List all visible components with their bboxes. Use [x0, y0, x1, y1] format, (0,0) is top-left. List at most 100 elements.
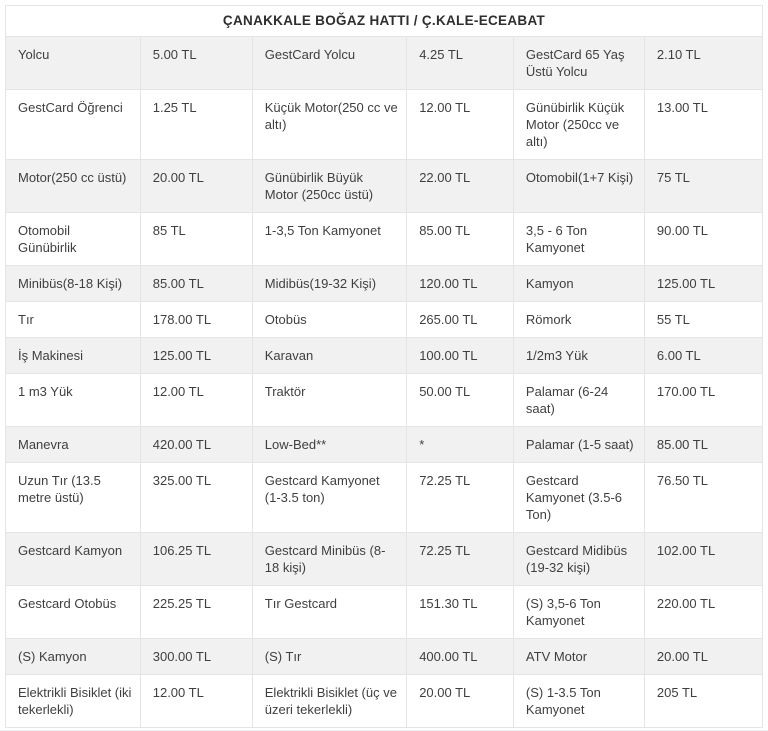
fare-item-cell: Günübirlik Küçük Motor (250cc ve altı) [512, 89, 645, 160]
fare-price-cell: 85.00 TL [406, 212, 514, 266]
fare-price-cell: 85 TL [139, 212, 253, 266]
fare-price-cell: * [406, 426, 514, 463]
fare-item-cell: Palamar (6-24 saat) [512, 373, 645, 427]
fare-item-cell: Tır [5, 301, 141, 338]
fare-price-cell: 13.00 TL [643, 89, 764, 160]
fare-price-cell: 22.00 TL [406, 159, 514, 213]
fare-item-cell: Gestcard Midibüs (19-32 kişi) [512, 532, 645, 586]
fare-item-cell: Gestcard Otobüs [5, 585, 141, 639]
fare-item-cell: Uzun Tır (13.5 metre üstü) [5, 462, 141, 533]
fare-item-cell: Kamyon [512, 265, 645, 302]
fare-price-cell: 6.00 TL [643, 337, 764, 374]
fare-table-row: (S) Kamyon 300.00 TL (S) Tır 400.00 TL ATV M… [5, 638, 764, 675]
fare-item-cell: Tır Gestcard [251, 585, 408, 639]
fare-price-cell: 76.50 TL [643, 462, 764, 533]
fare-price-cell: 102.00 TL [643, 532, 764, 586]
fare-table-row: Manevra 420.00 TL Low-Bed** * Palamar (1-5 s… [5, 426, 764, 463]
fare-item-cell: Minibüs(8-18 Kişi) [5, 265, 141, 302]
fare-price-cell: 265.00 TL [406, 301, 514, 338]
fare-item-cell: Römork [512, 301, 645, 338]
fare-table-row: 1 m3 Yük 12.00 TL Traktör 50.00 TL Palamar (… [5, 373, 764, 427]
fare-table-row: Gestcard Otobüs 225.25 TL Tır Gestcard 151.… [5, 585, 764, 639]
fare-table-body: Yolcu 5.00 TL GestCard Yolcu 4.25 TL GestCar… [5, 36, 764, 728]
fare-price-cell: 125.00 TL [139, 337, 253, 374]
fare-price-cell: 4.25 TL [406, 36, 514, 90]
fare-price-cell: 12.00 TL [139, 674, 253, 728]
fare-price-cell: 55 TL [643, 301, 764, 338]
fare-item-cell: 1-3,5 Ton Kamyonet [251, 212, 408, 266]
fare-price-cell: 205 TL [643, 674, 764, 728]
fare-item-cell: (S) Kamyon [5, 638, 141, 675]
fare-price-cell: 1.25 TL [139, 89, 253, 160]
fare-price-cell: 2.10 TL [643, 36, 764, 90]
fare-item-cell: Midibüs(19-32 Kişi) [251, 265, 408, 302]
fare-table-row: Yolcu 5.00 TL GestCard Yolcu 4.25 TL GestCar… [5, 36, 764, 90]
fare-item-cell: Otomobil Günübirlik [5, 212, 141, 266]
fare-price-cell: 420.00 TL [139, 426, 253, 463]
fare-item-cell: 1/2m3 Yük [512, 337, 645, 374]
fare-item-cell: 3,5 - 6 Ton Kamyonet [512, 212, 645, 266]
fare-price-cell: 75 TL [643, 159, 764, 213]
fare-price-cell: 50.00 TL [406, 373, 514, 427]
fare-price-cell: 5.00 TL [139, 36, 253, 90]
table-title: ÇANAKKALE BOĞAZ HATTI / Ç.KALE-ECEABAT [5, 5, 763, 37]
fare-price-cell: 85.00 TL [139, 265, 253, 302]
fare-price-cell: 178.00 TL [139, 301, 253, 338]
fare-item-cell: (S) 3,5-6 Ton Kamyonet [512, 585, 645, 639]
fare-item-cell: Gestcard Kamyonet (1-3.5 ton) [251, 462, 408, 533]
table-title-row: ÇANAKKALE BOĞAZ HATTI / Ç.KALE-ECEABAT [5, 5, 763, 37]
fare-price-cell: 72.25 TL [406, 532, 514, 586]
fare-item-cell: Low-Bed** [251, 426, 408, 463]
fare-item-cell: 1 m3 Yük [5, 373, 141, 427]
fare-price-cell: 225.25 TL [139, 585, 253, 639]
fare-item-cell: İş Makinesi [5, 337, 141, 374]
fare-item-cell: Küçük Motor(250 cc ve altı) [251, 89, 408, 160]
fare-item-cell: (S) Tır [251, 638, 408, 675]
fare-price-cell: 170.00 TL [643, 373, 764, 427]
fare-price-cell: 90.00 TL [643, 212, 764, 266]
fare-item-cell: Palamar (1-5 saat) [512, 426, 645, 463]
fare-table-row: Minibüs(8-18 Kişi) 85.00 TL Midibüs(19-32 … [5, 265, 764, 302]
fare-table-row: Uzun Tır (13.5 metre üstü) 325.00 TL Gestc… [5, 462, 764, 533]
ferry-fare-table: ÇANAKKALE BOĞAZ HATTI / Ç.KALE-ECEABAT Y… [5, 5, 764, 728]
page: ÇANAKKALE BOĞAZ HATTI / Ç.KALE-ECEABAT Y… [0, 5, 768, 731]
fare-price-cell: 85.00 TL [643, 426, 764, 463]
fare-item-cell: Motor(250 cc üstü) [5, 159, 141, 213]
fare-item-cell: (S) 1-3.5 Ton Kamyonet [512, 674, 645, 728]
fare-table-row: Motor(250 cc üstü) 20.00 TL Günübirlik Büy… [5, 159, 764, 213]
fare-price-cell: 300.00 TL [139, 638, 253, 675]
fare-price-cell: 20.00 TL [406, 674, 514, 728]
fare-item-cell: Manevra [5, 426, 141, 463]
fare-price-cell: 20.00 TL [643, 638, 764, 675]
fare-item-cell: Karavan [251, 337, 408, 374]
fare-item-cell: Gestcard Kamyonet (3.5-6 Ton) [512, 462, 645, 533]
fare-price-cell: 151.30 TL [406, 585, 514, 639]
fare-item-cell: Elektrikli Bisiklet (iki tekerlekli) [5, 674, 141, 728]
fare-price-cell: 72.25 TL [406, 462, 514, 533]
fare-price-cell: 100.00 TL [406, 337, 514, 374]
fare-item-cell: Traktör [251, 373, 408, 427]
fare-price-cell: 220.00 TL [643, 585, 764, 639]
fare-table-row: Gestcard Kamyon 106.25 TL Gestcard Minibüs… [5, 532, 764, 586]
fare-price-cell: 120.00 TL [406, 265, 514, 302]
fare-item-cell: GestCard 65 Yaş Üstü Yolcu [512, 36, 645, 90]
fare-item-cell: Elektrikli Bisiklet (üç ve üzeri tekerle… [251, 674, 408, 728]
fare-price-cell: 125.00 TL [643, 265, 764, 302]
fare-price-cell: 12.00 TL [406, 89, 514, 160]
fare-table-row: İş Makinesi 125.00 TL Karavan 100.00 TL 1/2m… [5, 337, 764, 374]
fare-table-row: Tır 178.00 TL Otobüs 265.00 TL Römork 55 TL [5, 301, 764, 338]
fare-item-cell: ATV Motor [512, 638, 645, 675]
fare-price-cell: 325.00 TL [139, 462, 253, 533]
fare-price-cell: 400.00 TL [406, 638, 514, 675]
fare-item-cell: Gestcard Kamyon [5, 532, 141, 586]
fare-item-cell: Gestcard Minibüs (8-18 kişi) [251, 532, 408, 586]
fare-price-cell: 12.00 TL [139, 373, 253, 427]
fare-item-cell: GestCard Öğrenci [5, 89, 141, 160]
fare-item-cell: Yolcu [5, 36, 141, 90]
fare-table-row: Otomobil Günübirlik 85 TL 1-3,5 Ton Kamyon… [5, 212, 764, 266]
fare-item-cell: Otobüs [251, 301, 408, 338]
fare-item-cell: GestCard Yolcu [251, 36, 408, 90]
fare-item-cell: Otomobil(1+7 Kişi) [512, 159, 645, 213]
fare-table-row: Elektrikli Bisiklet (iki tekerlekli) 12.0… [5, 674, 764, 728]
fare-price-cell: 106.25 TL [139, 532, 253, 586]
